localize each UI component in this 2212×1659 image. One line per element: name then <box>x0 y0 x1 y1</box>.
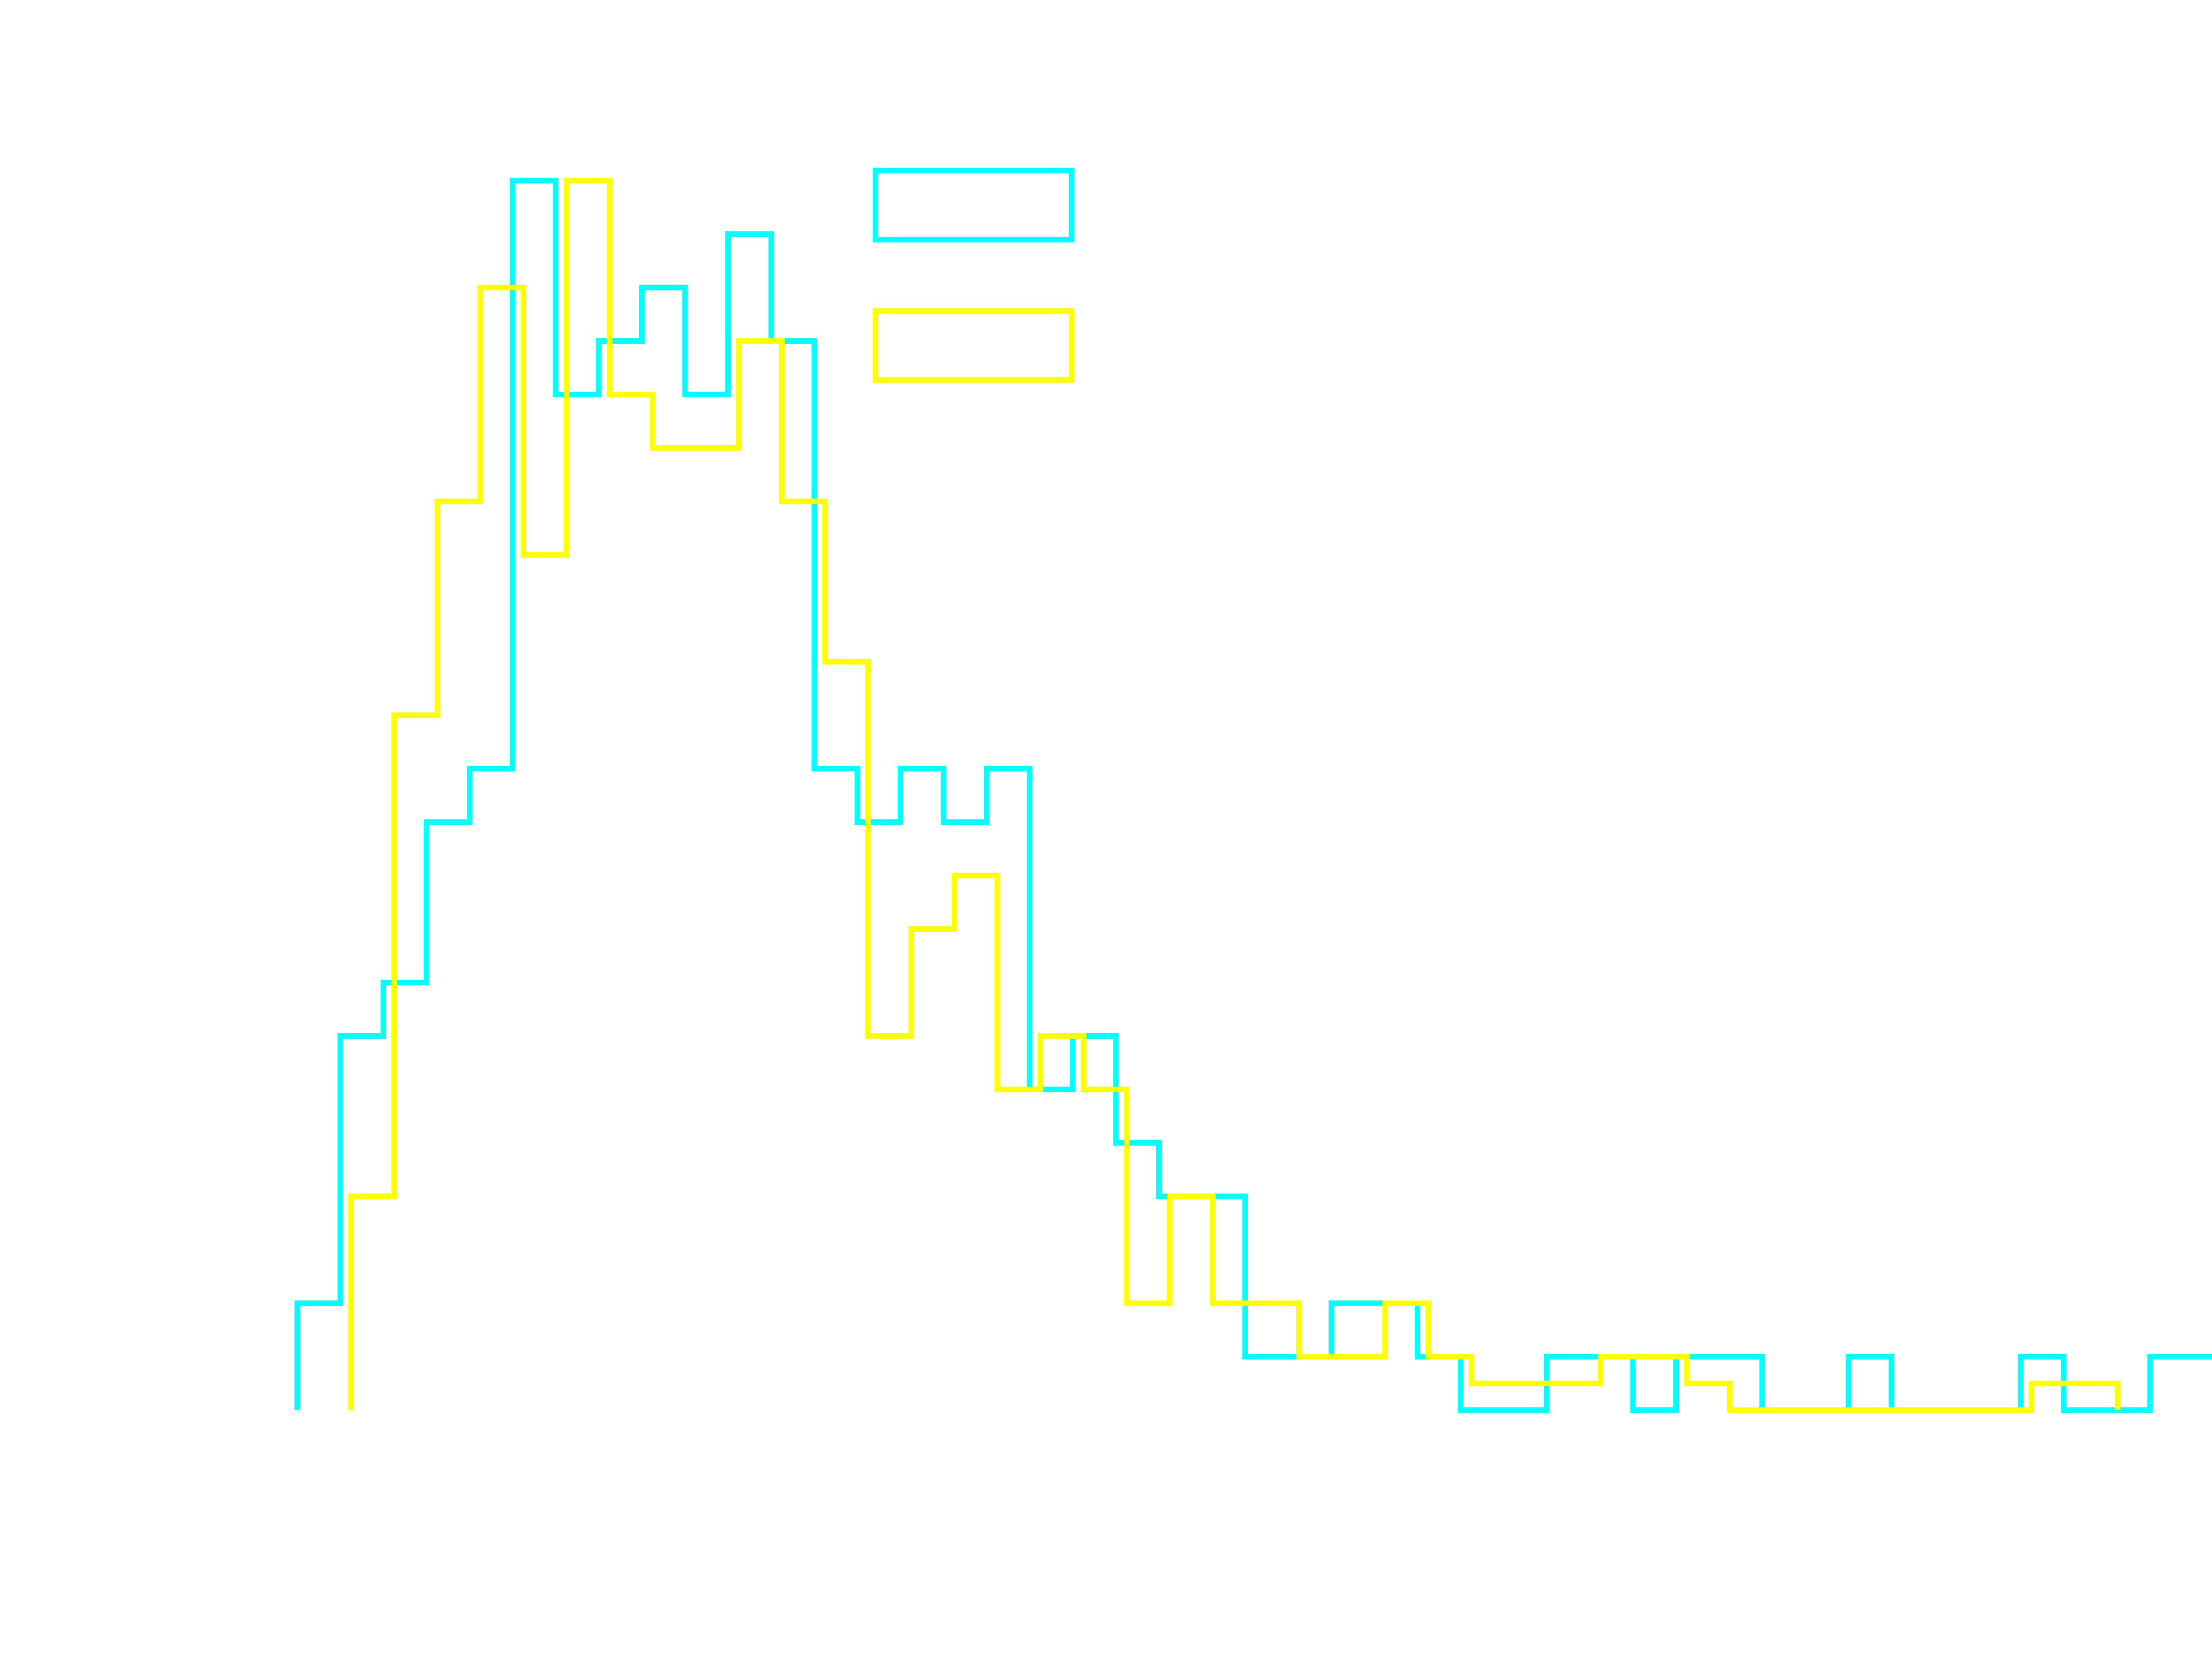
series-2-bin-31 <box>1687 1383 1730 1410</box>
series-2-bin-5 <box>566 181 610 1410</box>
series-1 <box>294 178 2212 1413</box>
series-1-bin-44 <box>2193 1357 2212 1410</box>
legend-swatch-series-2 <box>873 308 1074 383</box>
legend <box>873 168 1074 383</box>
series-2-bin-2 <box>437 501 481 1410</box>
series-2-bin-12 <box>868 1036 912 1410</box>
series-2-bin-20 <box>1213 1303 1256 1410</box>
series-2-bin-14 <box>954 876 998 1410</box>
series-2-bin-18 <box>1127 1303 1170 1410</box>
series-2-bin-11 <box>825 662 868 1410</box>
legend-swatch-series-1 <box>873 168 1074 242</box>
series-2-bin-27 <box>1514 1383 1558 1410</box>
series-2-bin-7 <box>653 448 696 1410</box>
series-2-bin-23 <box>1342 1357 1385 1410</box>
series-2-bin-17 <box>1083 1089 1127 1410</box>
series-2-bin-25 <box>1428 1357 1471 1410</box>
series-2-bin-3 <box>480 288 524 1410</box>
series-2-bin-28 <box>1558 1383 1601 1410</box>
series-1-bin-36 <box>1848 1357 1892 1410</box>
series-2-bin-9 <box>739 341 782 1410</box>
series-2-bin-22 <box>1299 1357 1342 1410</box>
series-2-bin-24 <box>1385 1303 1429 1410</box>
series-2-bin-16 <box>1041 1036 1084 1410</box>
series-2-bin-40 <box>2075 1383 2118 1410</box>
series-2-bin-15 <box>997 1089 1041 1410</box>
series-2-bin-19 <box>1170 1196 1213 1410</box>
series-2-bin-30 <box>1644 1357 1687 1410</box>
series-2 <box>348 178 2121 1413</box>
series-2-bin-10 <box>782 501 825 1410</box>
series-2-bin-0 <box>351 1196 394 1410</box>
series-2-outline <box>348 178 2121 1413</box>
series-2-bin-4 <box>524 555 567 1410</box>
series-2-bin-26 <box>1471 1383 1515 1410</box>
series-2-bin-1 <box>394 715 437 1410</box>
series-1-bin-43 <box>2150 1357 2194 1410</box>
series-2-bin-39 <box>2031 1383 2075 1410</box>
series-2-bin-13 <box>911 929 954 1410</box>
series-1-bin-0 <box>297 1303 341 1410</box>
series-2-bin-8 <box>696 448 739 1410</box>
series-1-outline <box>294 178 2212 1413</box>
series-layer <box>294 178 2212 1413</box>
series-2-bin-29 <box>1600 1357 1644 1410</box>
series-2-bin-21 <box>1256 1303 1299 1410</box>
series-2-bin-6 <box>610 394 653 1410</box>
